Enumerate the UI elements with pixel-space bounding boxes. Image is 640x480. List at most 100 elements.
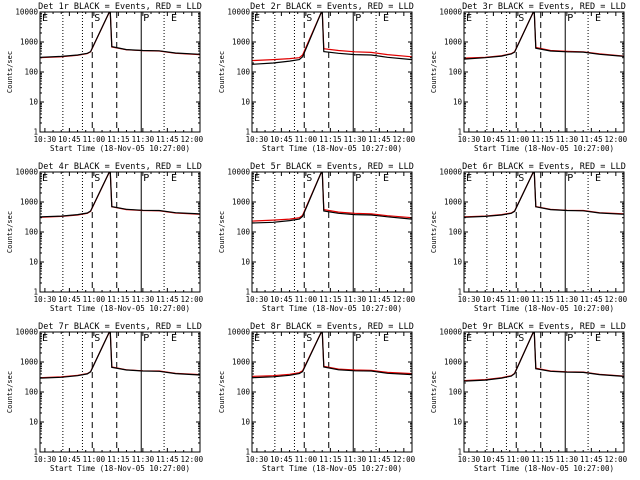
x-tick-label: 10:30: [34, 135, 57, 144]
x-tick-label: 11:15: [531, 295, 554, 304]
y-tick-label: 100: [448, 68, 462, 77]
x-tick-label: 11:45: [368, 295, 391, 304]
panel-det-6: Det 6r BLACK = Events, RED = LLD 1 10 100 10…: [430, 162, 628, 313]
y-tick-label: 10: [241, 98, 251, 107]
x-tick-label: 11:00: [83, 135, 106, 144]
x-tick-label: 10:30: [34, 455, 57, 464]
x-tick-label: 11:45: [580, 295, 603, 304]
x-tick-label: 11:30: [344, 135, 367, 144]
x-tick-label: 11:15: [319, 295, 342, 304]
y-tick-label: 1000: [20, 198, 39, 207]
y-tick-label: 1: [457, 128, 462, 137]
phase-marker-left-e: E: [466, 13, 472, 24]
y-tick-label: 10000: [15, 328, 38, 337]
panel-det-5: Det 5r BLACK = Events, RED = LLD 1 10 100 10…: [218, 162, 416, 313]
y-tick-label: 100: [236, 68, 250, 77]
x-tick-label: 12:00: [605, 135, 628, 144]
y-tick-label: 1000: [232, 358, 251, 367]
phase-marker-s: S: [306, 173, 312, 184]
y-tick-label: 100: [236, 228, 250, 237]
series-line-events: [252, 332, 412, 379]
x-tick-label: 12:00: [393, 135, 416, 144]
y-axis-label: Counts/sec: [218, 51, 226, 93]
y-tick-label: 1000: [20, 358, 39, 367]
y-tick-label: 100: [24, 388, 38, 397]
x-tick-label: 11:00: [295, 455, 318, 464]
x-tick-label: 12:00: [393, 295, 416, 304]
x-tick-label: 11:00: [507, 135, 530, 144]
x-tick-label: 11:30: [132, 135, 155, 144]
plot-frame: [39, 171, 201, 293]
panel-det-2: Det 2r BLACK = Events, RED = LLD 1 10 100 10…: [218, 2, 416, 153]
series-line-events: [464, 172, 624, 218]
panel-title: Det 3r BLACK = Events, RED = LLD: [462, 2, 626, 12]
x-tick-label: 11:00: [83, 295, 106, 304]
x-tick-label: 10:45: [482, 135, 505, 144]
y-tick-label: 1: [245, 288, 250, 297]
x-axis-label: Start Time (18-Nov-05 10:27:00): [50, 304, 190, 313]
y-axis-label: Counts/sec: [218, 371, 226, 413]
phase-marker-left-e: E: [254, 13, 260, 24]
phase-marker-e: E: [383, 173, 389, 184]
x-axis-label: Start Time (18-Nov-05 10:27:00): [262, 144, 402, 153]
y-tick-label: 10: [29, 418, 39, 427]
y-tick-label: 100: [24, 68, 38, 77]
x-tick-label: 11:45: [580, 455, 603, 464]
y-tick-label: 10: [29, 258, 39, 267]
panel-title: Det 4r BLACK = Events, RED = LLD: [38, 162, 202, 172]
phase-marker-p: P: [567, 13, 573, 24]
phase-marker-s: S: [306, 13, 312, 24]
y-tick-label: 10000: [15, 8, 38, 17]
y-tick-label: 1: [245, 448, 250, 457]
plot-frame: [39, 11, 201, 133]
series-line-events: [464, 332, 624, 382]
y-axis-label: Counts/sec: [430, 51, 438, 93]
phase-marker-s: S: [306, 333, 312, 344]
x-tick-label: 12:00: [393, 455, 416, 464]
x-tick-label: 11:30: [556, 455, 579, 464]
y-tick-label: 100: [448, 228, 462, 237]
y-tick-label: 1: [245, 128, 250, 137]
x-tick-label: 11:30: [556, 295, 579, 304]
panel-title: Det 6r BLACK = Events, RED = LLD: [462, 162, 626, 172]
x-tick-label: 11:15: [319, 135, 342, 144]
x-axis-label: Start Time (18-Nov-05 10:27:00): [50, 144, 190, 153]
x-tick-label: 10:45: [58, 295, 81, 304]
x-tick-label: 11:30: [556, 135, 579, 144]
x-axis-label: Start Time (18-Nov-05 10:27:00): [50, 464, 190, 473]
y-axis-label: Counts/sec: [6, 211, 14, 253]
x-tick-label: 10:45: [270, 135, 293, 144]
x-tick-label: 10:45: [482, 455, 505, 464]
phase-marker-p: P: [143, 13, 149, 24]
y-tick-label: 1000: [20, 38, 39, 47]
x-tick-label: 12:00: [605, 455, 628, 464]
x-tick-label: 11:30: [132, 455, 155, 464]
y-tick-label: 1000: [444, 198, 463, 207]
y-tick-label: 10000: [15, 168, 38, 177]
phase-marker-p: P: [567, 173, 573, 184]
panel-det-4: Det 4r BLACK = Events, RED = LLD 1 10 100 10…: [6, 162, 204, 313]
series-line-events: [252, 12, 412, 65]
panel-det-3: Det 3r BLACK = Events, RED = LLD 1 10 100 10…: [430, 2, 628, 153]
phase-marker-p: P: [567, 333, 573, 344]
panel-title: Det 5r BLACK = Events, RED = LLD: [250, 162, 414, 172]
x-tick-label: 10:45: [58, 455, 81, 464]
panel-title: Det 1r BLACK = Events, RED = LLD: [38, 2, 202, 12]
x-tick-label: 10:30: [458, 455, 481, 464]
phase-marker-s: S: [94, 13, 100, 24]
series-line-events: [252, 172, 412, 224]
panel-det-9: Det 9r BLACK = Events, RED = LLD 1 10 100 10…: [430, 322, 628, 473]
phase-marker-p: P: [355, 173, 361, 184]
x-tick-label: 11:00: [295, 295, 318, 304]
x-tick-label: 11:30: [344, 455, 367, 464]
y-tick-label: 100: [236, 388, 250, 397]
y-axis-label: Counts/sec: [6, 371, 14, 413]
y-tick-label: 1: [33, 128, 38, 137]
y-tick-label: 10: [241, 418, 251, 427]
y-tick-label: 10000: [227, 8, 250, 17]
phase-marker-e: E: [171, 333, 177, 344]
series-line-events: [464, 12, 624, 60]
y-tick-label: 1: [33, 448, 38, 457]
y-tick-label: 1: [33, 288, 38, 297]
